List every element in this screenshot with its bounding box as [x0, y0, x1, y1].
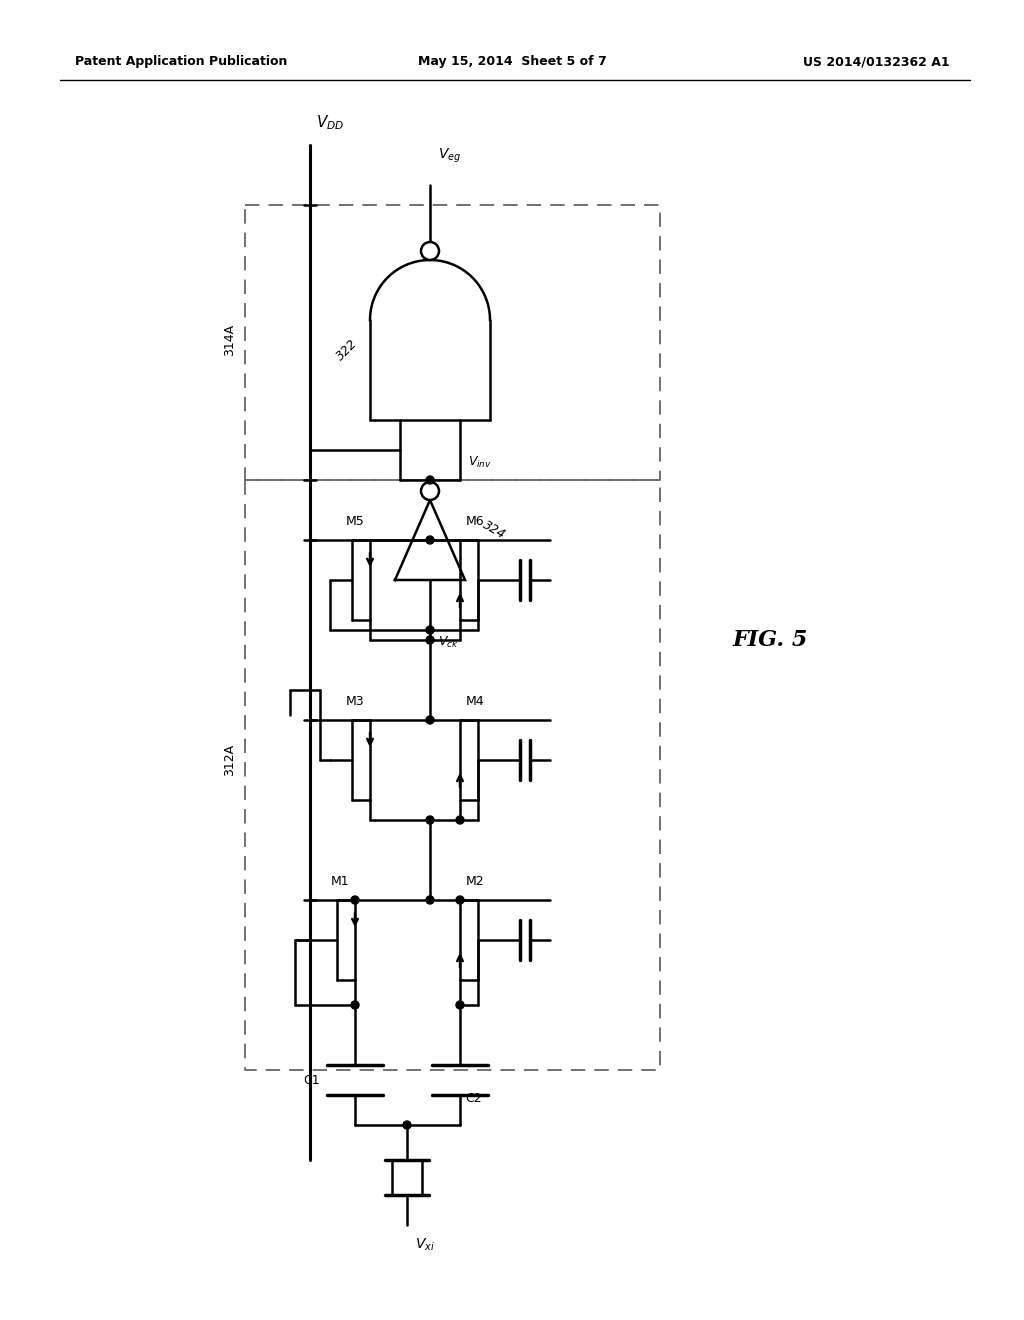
Text: C2: C2 — [465, 1092, 481, 1105]
Circle shape — [421, 482, 439, 500]
Circle shape — [351, 896, 359, 904]
Text: $V_{xi}$: $V_{xi}$ — [415, 1237, 435, 1253]
Text: 312A: 312A — [223, 744, 237, 776]
Circle shape — [426, 536, 434, 544]
Circle shape — [456, 1001, 464, 1008]
Text: FIG. 5: FIG. 5 — [732, 630, 808, 651]
Circle shape — [426, 477, 434, 484]
Text: M1: M1 — [331, 875, 349, 888]
Text: C1: C1 — [303, 1073, 319, 1086]
Circle shape — [426, 626, 434, 634]
Text: M4: M4 — [466, 696, 484, 708]
Text: $V_{eg}$: $V_{eg}$ — [438, 147, 461, 165]
Text: M6: M6 — [466, 515, 484, 528]
Circle shape — [403, 1121, 411, 1129]
Circle shape — [351, 1001, 359, 1008]
Text: US 2014/0132362 A1: US 2014/0132362 A1 — [804, 55, 950, 69]
Circle shape — [426, 636, 434, 644]
Circle shape — [426, 715, 434, 723]
Text: 322: 322 — [334, 337, 360, 363]
Circle shape — [426, 896, 434, 904]
Text: $V_{DD}$: $V_{DD}$ — [316, 114, 344, 132]
Text: 314A: 314A — [223, 323, 237, 356]
Circle shape — [456, 896, 464, 904]
Text: $V_{ck}$: $V_{ck}$ — [438, 635, 459, 651]
Circle shape — [456, 816, 464, 824]
Text: M3: M3 — [346, 696, 365, 708]
Text: 324: 324 — [480, 519, 507, 541]
Text: M5: M5 — [346, 515, 365, 528]
Text: Patent Application Publication: Patent Application Publication — [75, 55, 288, 69]
Text: M2: M2 — [466, 875, 484, 888]
Circle shape — [421, 242, 439, 260]
Text: $V_{inv}$: $V_{inv}$ — [468, 455, 492, 470]
Text: May 15, 2014  Sheet 5 of 7: May 15, 2014 Sheet 5 of 7 — [418, 55, 606, 69]
Circle shape — [426, 816, 434, 824]
